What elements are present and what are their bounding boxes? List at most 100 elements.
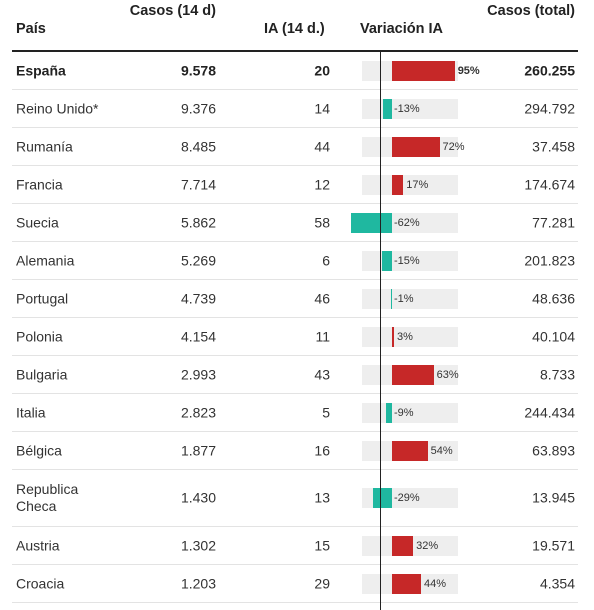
variation-bar-track: 32% bbox=[362, 535, 458, 556]
table-body: España 9.578 20 95% 260.255 Reino Unido* 9.376… bbox=[12, 52, 578, 603]
variation-bar-track: 72% bbox=[362, 136, 465, 157]
cases-total-value: 13.945 bbox=[532, 489, 575, 506]
table-row: España 9.578 20 95% 260.255 bbox=[12, 52, 578, 90]
table-row: Alemania 5.269 6 -15% 201.823 bbox=[12, 242, 578, 280]
variation-bar bbox=[382, 250, 392, 271]
variation-bar bbox=[392, 174, 404, 195]
table-row: Bulgaria 2.993 43 63% 8.733 bbox=[12, 356, 578, 394]
cases-total-value: 48.636 bbox=[532, 290, 575, 306]
variation-bar-track: 95% bbox=[362, 60, 480, 81]
variation-bar-track: -13% bbox=[362, 98, 458, 119]
variation-bar bbox=[392, 440, 428, 461]
variation-bar-track: 54% bbox=[362, 440, 458, 461]
cases-14d-value: 1.302 bbox=[180, 537, 216, 553]
variation-zero-axis bbox=[380, 51, 381, 610]
ia-14d-value: 14 bbox=[314, 100, 330, 116]
variation-bar-track: -1% bbox=[362, 288, 458, 309]
variation-bar-track: 63% bbox=[362, 364, 459, 385]
variation-bar bbox=[392, 364, 434, 385]
ia-14d-value: 44 bbox=[314, 138, 330, 154]
ia-14d-value: 15 bbox=[314, 537, 330, 553]
header-casos-total[interactable]: Casos (total) bbox=[487, 3, 575, 19]
table-header: País Casos (14 d) IA (14 d.) Variación I… bbox=[12, 0, 578, 52]
cases-total-value: 8.733 bbox=[539, 366, 575, 382]
variation-bar bbox=[392, 326, 394, 347]
header-variacion-ia[interactable]: Variación IA bbox=[360, 21, 444, 37]
variation-bar-track: 17% bbox=[362, 174, 458, 195]
country-name: Croacia bbox=[16, 575, 65, 591]
cases-14d-value: 2.993 bbox=[180, 366, 216, 382]
cases-total-value: 4.354 bbox=[539, 575, 575, 591]
table-row: Portugal 4.739 46 -1% 48.636 bbox=[12, 280, 578, 318]
cases-14d-value: 8.485 bbox=[180, 138, 216, 154]
cases-total-value: 77.281 bbox=[532, 214, 575, 230]
table-row: Republica Checa 1.430 13 -29% 13.945 bbox=[12, 470, 578, 527]
variation-label: -15% bbox=[394, 254, 420, 267]
country-name: Reino Unido* bbox=[16, 100, 99, 116]
variation-bar bbox=[392, 60, 455, 81]
table-row: Croacia 1.203 29 44% 4.354 bbox=[12, 565, 578, 603]
variation-label: 44% bbox=[424, 577, 447, 590]
variation-label: 17% bbox=[406, 178, 429, 191]
variation-bar-track: 44% bbox=[362, 573, 458, 594]
covid-table: País Casos (14 d) IA (14 d.) Variación I… bbox=[12, 0, 578, 603]
cases-14d-value: 5.862 bbox=[180, 214, 216, 230]
country-name: Suecia bbox=[16, 214, 59, 230]
country-name: Rumanía bbox=[16, 138, 73, 154]
ia-14d-value: 5 bbox=[322, 404, 330, 420]
country-name: Francia bbox=[16, 176, 63, 192]
country-name: Bélgica bbox=[16, 442, 62, 458]
ia-14d-value: 16 bbox=[314, 442, 330, 458]
variation-bar bbox=[351, 212, 392, 233]
variation-bar bbox=[383, 98, 392, 119]
ia-14d-value: 46 bbox=[314, 290, 330, 306]
variation-bar bbox=[386, 402, 392, 423]
variation-label: 63% bbox=[436, 368, 459, 381]
cases-total-value: 260.255 bbox=[524, 62, 575, 78]
table-row: Bélgica 1.877 16 54% 63.893 bbox=[12, 432, 578, 470]
variation-bar bbox=[390, 288, 392, 309]
variation-label: -29% bbox=[394, 492, 420, 504]
variation-label: -9% bbox=[394, 406, 414, 419]
header-ia-14d[interactable]: IA (14 d.) bbox=[264, 21, 325, 37]
cases-total-value: 174.674 bbox=[524, 176, 575, 192]
country-name: Italia bbox=[16, 404, 46, 420]
variation-bar bbox=[372, 488, 392, 508]
cases-14d-value: 5.269 bbox=[180, 252, 216, 268]
ia-14d-value: 43 bbox=[314, 366, 330, 382]
cases-14d-value: 7.714 bbox=[180, 176, 216, 192]
variation-bar bbox=[392, 573, 422, 594]
cases-14d-value: 1.430 bbox=[180, 489, 216, 506]
country-name: Alemania bbox=[16, 252, 75, 268]
variation-label: 72% bbox=[442, 140, 465, 153]
country-name: Portugal bbox=[16, 290, 69, 306]
table-row: Polonia 4.154 11 3% 40.104 bbox=[12, 318, 578, 356]
country-name: España bbox=[16, 62, 66, 78]
variation-bar bbox=[392, 535, 414, 556]
variation-label: 3% bbox=[396, 330, 413, 343]
variation-bar-track: -9% bbox=[362, 402, 458, 423]
cases-14d-value: 1.203 bbox=[180, 575, 216, 591]
table-row: Austria 1.302 15 32% 19.571 bbox=[12, 527, 578, 565]
variation-label: -1% bbox=[394, 292, 414, 305]
header-pais[interactable]: País bbox=[16, 21, 46, 37]
variation-bar-track: 3% bbox=[362, 326, 458, 347]
ia-14d-value: 13 bbox=[314, 489, 330, 506]
cases-14d-value: 1.877 bbox=[180, 442, 216, 458]
ia-14d-value: 6 bbox=[322, 252, 330, 268]
cases-total-value: 37.458 bbox=[532, 138, 575, 154]
variation-label: -62% bbox=[394, 216, 420, 229]
header-casos-14d[interactable]: Casos (14 d) bbox=[129, 3, 216, 19]
ia-14d-value: 20 bbox=[314, 62, 330, 78]
country-name: Republica Checa bbox=[16, 481, 79, 514]
variation-bar bbox=[392, 136, 440, 157]
table-row: Suecia 5.862 58 -62% 77.281 bbox=[12, 204, 578, 242]
ia-14d-value: 12 bbox=[314, 176, 330, 192]
ia-14d-value: 29 bbox=[314, 575, 330, 591]
cases-total-value: 201.823 bbox=[524, 252, 575, 268]
cases-14d-value: 9.578 bbox=[180, 62, 216, 78]
table-row: Reino Unido* 9.376 14 -13% 294.792 bbox=[12, 90, 578, 128]
variation-label: -13% bbox=[394, 102, 420, 115]
country-name: Austria bbox=[16, 537, 60, 553]
variation-label: 32% bbox=[416, 539, 439, 552]
